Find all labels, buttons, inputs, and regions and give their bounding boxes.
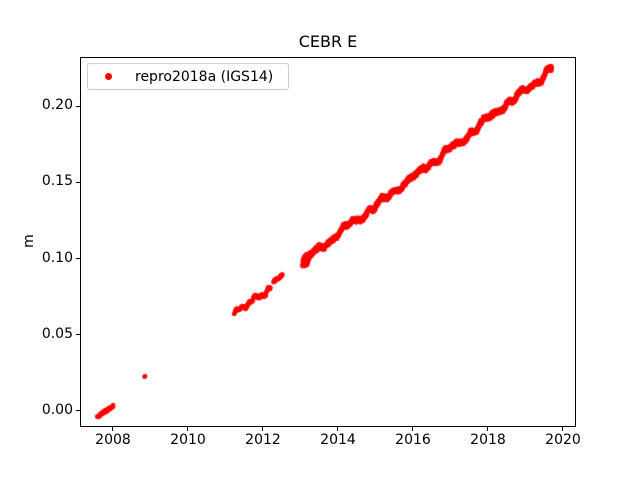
x-tick-label: 2020 bbox=[545, 432, 581, 448]
x-tick-mark bbox=[337, 427, 339, 431]
x-tick-label: 2014 bbox=[320, 432, 356, 448]
x-tick-mark bbox=[187, 427, 189, 431]
y-tick-label: 0.10 bbox=[41, 249, 73, 266]
y-tick-label: 0.00 bbox=[41, 401, 73, 418]
x-tick-label: 2016 bbox=[395, 432, 431, 448]
x-tick-mark bbox=[487, 427, 489, 431]
legend: repro2018a (IGS14) bbox=[87, 63, 289, 90]
plot-area bbox=[80, 57, 576, 427]
y-tick-mark bbox=[76, 105, 80, 107]
y-tick-mark bbox=[76, 334, 80, 336]
y-tick-mark bbox=[76, 258, 80, 260]
y-tick-label: 0.20 bbox=[41, 97, 73, 114]
x-tick-mark bbox=[262, 427, 264, 431]
x-tick-label: 2012 bbox=[245, 432, 281, 448]
x-tick-label: 2010 bbox=[170, 432, 206, 448]
chart-title: CEBR E bbox=[298, 32, 358, 51]
x-tick-label: 2008 bbox=[95, 432, 131, 448]
y-tick-mark bbox=[76, 181, 80, 183]
x-tick-mark bbox=[412, 427, 414, 431]
y-axis-label: m bbox=[20, 234, 37, 248]
legend-marker-dot-icon bbox=[105, 73, 112, 80]
y-tick-label: 0.15 bbox=[41, 173, 73, 190]
x-tick-mark bbox=[112, 427, 114, 431]
legend-label: repro2018a (IGS14) bbox=[135, 68, 274, 85]
x-tick-mark bbox=[562, 427, 564, 431]
scatter-canvas bbox=[81, 58, 575, 426]
x-tick-label: 2018 bbox=[470, 432, 506, 448]
y-tick-label: 0.05 bbox=[41, 325, 73, 342]
y-tick-mark bbox=[76, 410, 80, 412]
